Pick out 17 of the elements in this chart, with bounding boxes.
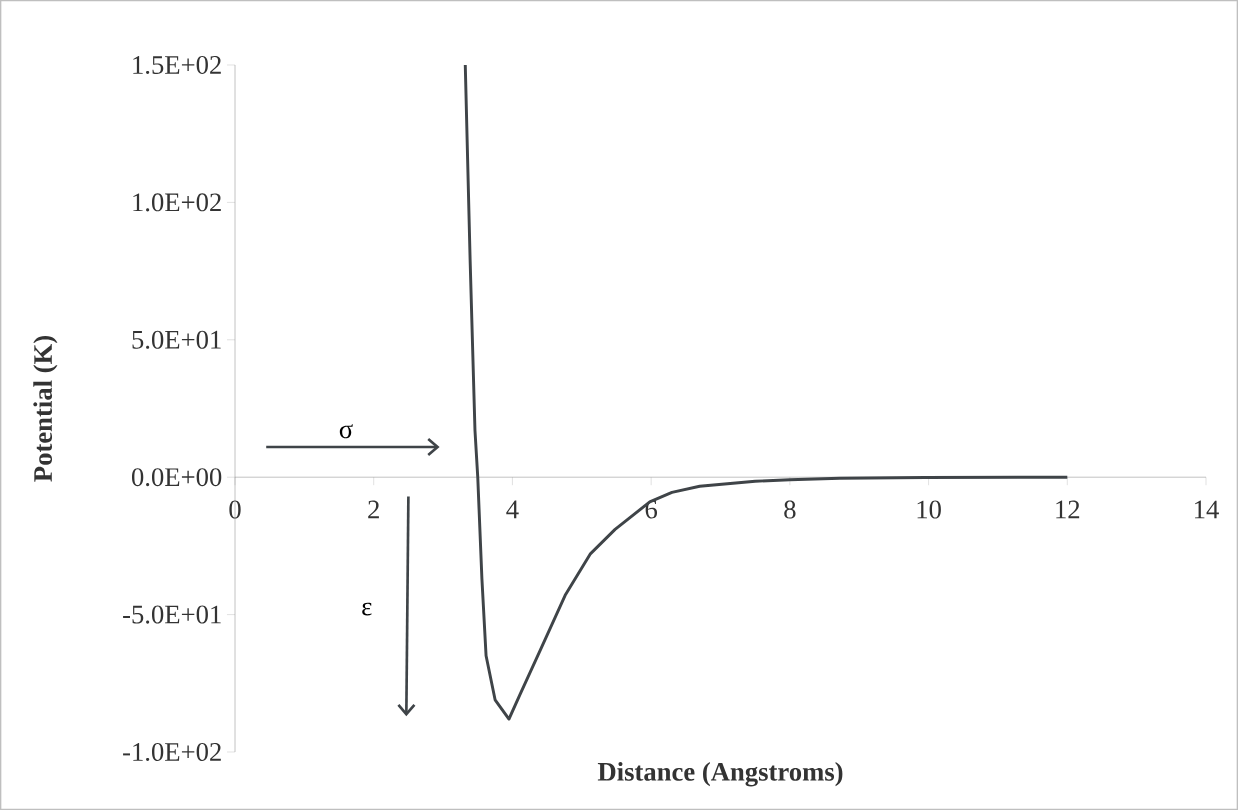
y-tick-label: -1.0E+02 [123,742,221,762]
y-tick-label: 0.0E+00 [131,468,222,487]
y-tick-label: 5.0E+01 [132,330,221,349]
x-axis-title: Distance (Angstroms) [597,762,843,787]
annotation: ε [362,602,372,616]
x-tick-label: 4 [506,500,519,519]
x-tick-label: 12 [1056,500,1080,519]
y-tick-label: 1.5E+02 [133,55,221,75]
x-tick-label: 14 [1195,500,1219,519]
y-tick-label: 1.0E+02 [133,193,221,212]
x-tick-label: 2 [368,500,379,519]
annotation: σ [339,424,353,439]
x-tick-label: 0 [229,500,241,519]
x-tick-label: 8 [784,500,796,519]
y-tick-label: -5.0E+01 [123,605,221,624]
x-tick-label: 10 [917,500,941,519]
y-axis-title: Potential (K) [33,335,58,482]
